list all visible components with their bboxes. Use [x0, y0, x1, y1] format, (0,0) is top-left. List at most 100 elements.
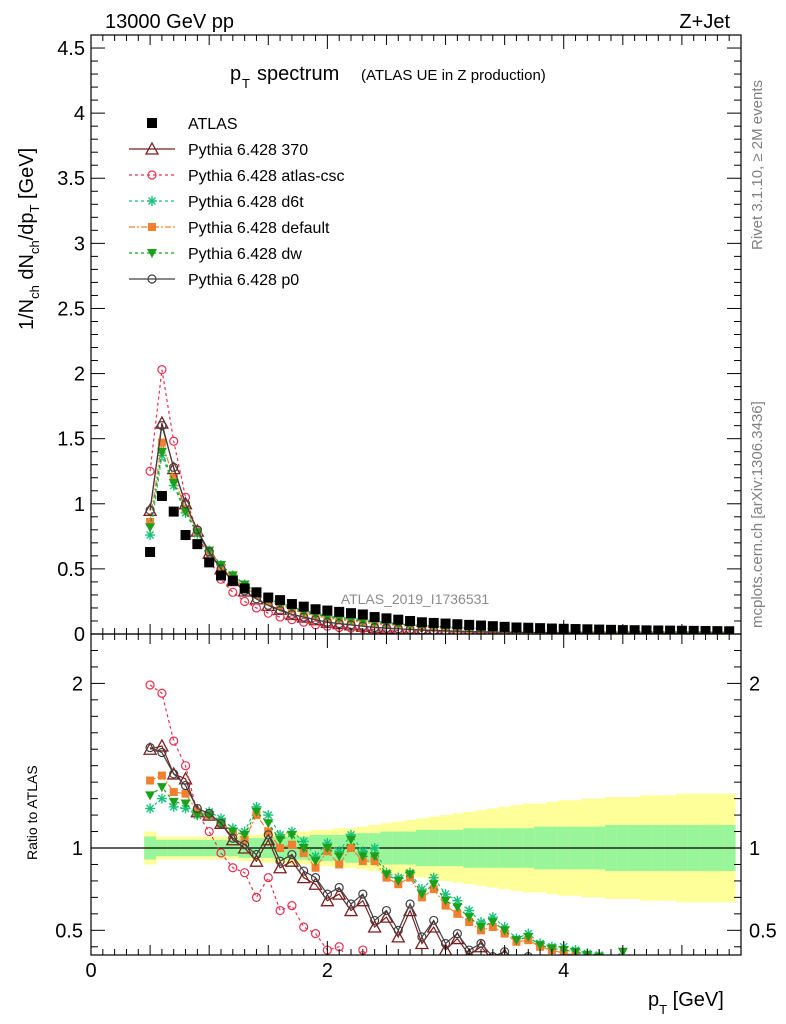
ratio-line-5 [149, 747, 511, 955]
ratio-point [476, 938, 486, 949]
legend: ATLAS Pythia 6.428 370 Pythia 6.428 atlas-… [129, 116, 345, 289]
ratio-point [370, 915, 380, 926]
ratio-point [464, 913, 475, 923]
ratio-point [216, 818, 226, 828]
title-t: T [242, 76, 250, 91]
legend-label-3: Pythia 6.428 default [188, 220, 330, 237]
ratio-point [145, 791, 156, 801]
ratio-point [416, 890, 427, 900]
ratio-point [405, 870, 416, 880]
ratio-point [298, 844, 309, 853]
ratio-point [701, 967, 711, 976]
atlas-data-point [286, 599, 297, 610]
ratio-point [287, 840, 296, 849]
ratio-point [642, 963, 650, 971]
ratio-point [724, 968, 734, 978]
atlas-data-point [428, 617, 439, 628]
ratio-point [169, 769, 179, 779]
x-tick-label: 2 [322, 960, 333, 982]
ratio-point [595, 963, 603, 971]
ratio-point [465, 979, 473, 987]
ratio-point [275, 856, 285, 866]
ratio-point [181, 789, 190, 798]
main-point [169, 436, 179, 446]
ratio-point [501, 979, 509, 987]
atlas-data-point [452, 619, 463, 630]
ratio-point [653, 963, 663, 972]
ratio-point [510, 957, 522, 968]
atlas-data-point [192, 539, 203, 550]
ratio-point [477, 976, 485, 984]
ratio-point [524, 981, 532, 989]
ratio-point [512, 982, 520, 990]
ratio-point [629, 974, 641, 985]
ratio-point [284, 853, 300, 867]
ratio-point [641, 959, 651, 968]
ratio-point [322, 844, 333, 853]
ratio-point [689, 965, 699, 975]
ratio-point [723, 977, 735, 988]
main-point [275, 612, 285, 622]
main-point [157, 421, 167, 431]
atlas-data-point [239, 583, 250, 594]
legend-label-2: Pythia 6.428 d6t [188, 194, 304, 211]
ratio-point [511, 936, 522, 946]
ratio-point [146, 776, 155, 785]
atlas-data-point [251, 587, 262, 598]
ratio-point [168, 797, 179, 807]
ratio-point [180, 780, 191, 791]
x-axis-label: pT [GeV] [648, 989, 724, 1017]
ratio-point [665, 964, 675, 973]
ratio-point [702, 976, 710, 984]
ratio-point [405, 899, 415, 909]
ratio-point [166, 766, 181, 780]
ratio-point [487, 918, 498, 928]
atlas-data-point [227, 575, 238, 586]
ratio-point [440, 896, 451, 906]
ratio-point [617, 967, 629, 978]
legend-label-0: Pythia 6.428 370 [188, 142, 308, 159]
ratio-point [713, 969, 721, 977]
ratio-point [666, 966, 674, 974]
ratio-point [619, 959, 627, 967]
ratio-line-2 [149, 797, 602, 955]
ratio-point [652, 974, 664, 985]
ratio-point [631, 972, 639, 980]
ratio-point [322, 889, 332, 899]
main-point [180, 492, 191, 502]
atlas-data-point [275, 595, 286, 606]
ratio-point [653, 962, 663, 972]
atlas-data-point [464, 619, 475, 630]
ratio-point [523, 932, 534, 942]
ratio-point [320, 893, 335, 907]
ratio-point [381, 905, 392, 916]
ratio-point [476, 923, 486, 933]
ratio-point [654, 972, 662, 980]
ratio-point [572, 984, 580, 992]
atlas-data-point [322, 605, 333, 616]
ratio-point [453, 909, 462, 918]
ratio-point [677, 964, 687, 973]
main-point [192, 525, 202, 535]
ratio-point [249, 853, 264, 867]
main-point [146, 518, 155, 527]
ratio-point [346, 835, 356, 845]
main-point [169, 462, 179, 472]
main-point [145, 505, 155, 515]
ratio-point [606, 956, 616, 965]
ratio-point [263, 830, 273, 840]
ratio-point [358, 889, 368, 899]
ratio-point [406, 959, 414, 967]
ratio-point [263, 819, 274, 829]
title-subtitle: (ATLAS UE in Z production) [361, 67, 546, 84]
atlas-data-point [204, 557, 215, 568]
ratio-point [227, 827, 238, 837]
ratio-point [334, 852, 345, 862]
ratio-point [157, 747, 167, 758]
ratio-point [287, 901, 297, 911]
atlas-data-point [393, 614, 404, 625]
ratio-point [275, 835, 286, 845]
ratio-point [145, 680, 155, 690]
ratio-point [593, 964, 605, 975]
